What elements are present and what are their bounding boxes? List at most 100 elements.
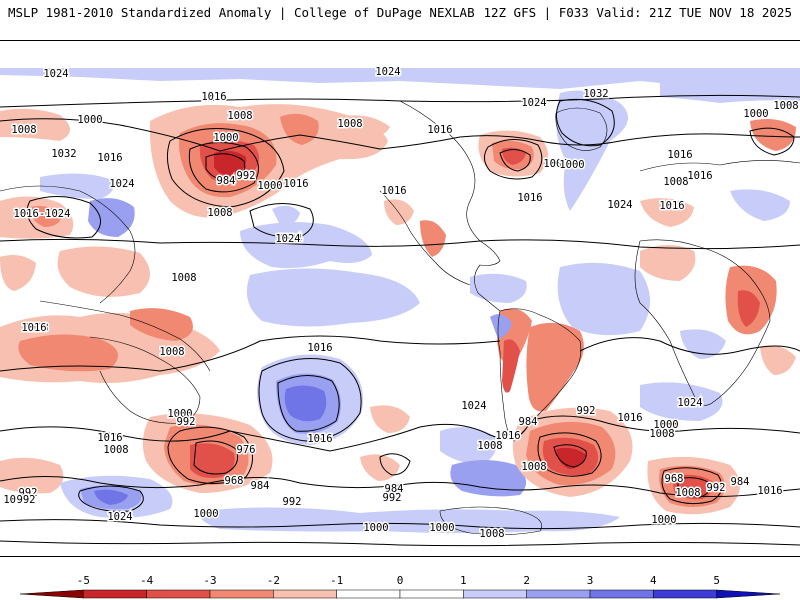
isobar bbox=[0, 475, 800, 498]
isobar-label: 1008 bbox=[773, 100, 798, 112]
isobar-label: 1016 bbox=[667, 149, 692, 161]
colorbar-swatch bbox=[19, 589, 84, 599]
isobar-label: 1008 bbox=[337, 118, 362, 130]
map-panel: 1024 1024 1016 1008 1000 1008 1000 992 984 1000 10… bbox=[0, 40, 800, 557]
coastline bbox=[555, 107, 608, 151]
anomaly-region bbox=[280, 113, 319, 145]
isobar-lines bbox=[0, 94, 800, 547]
isobar-label: 1008 bbox=[171, 272, 196, 284]
isobar-label: 1016 bbox=[495, 430, 520, 442]
anomaly-region bbox=[94, 489, 128, 505]
anomaly-region bbox=[640, 382, 723, 421]
anomaly-region bbox=[730, 189, 790, 221]
colorbar-scale: -5 -4 -3 -2 -1 0 1 2 3 4 5 bbox=[19, 574, 781, 599]
isobar bbox=[749, 127, 795, 156]
isobar-label: 1024 bbox=[677, 397, 702, 409]
isobar bbox=[167, 426, 253, 484]
isobar-label: 1016 bbox=[307, 342, 332, 354]
anomaly-region bbox=[490, 314, 512, 339]
isobar bbox=[556, 98, 615, 147]
anomaly-region bbox=[420, 220, 446, 257]
anomaly-region bbox=[502, 147, 526, 165]
isobar-label: 992 bbox=[177, 416, 196, 428]
isobar-label: 968 bbox=[225, 475, 244, 487]
isobar-label: 1032 bbox=[583, 88, 608, 100]
isobar-label: 1000 bbox=[257, 180, 282, 192]
colorbar-swatch bbox=[399, 589, 464, 599]
anomaly-region bbox=[370, 405, 410, 433]
isobar-label: 992 bbox=[383, 492, 402, 504]
isobar bbox=[0, 118, 800, 152]
isobar bbox=[0, 335, 501, 372]
isobar-label: 1024 bbox=[375, 66, 400, 78]
isobar bbox=[0, 540, 800, 547]
colorbar-swatch bbox=[716, 589, 781, 599]
coastline bbox=[639, 160, 800, 172]
isobar-label: 1000 bbox=[363, 522, 388, 534]
anomaly-region bbox=[450, 460, 527, 497]
anomaly-region bbox=[18, 334, 119, 372]
isobar-label: 1032 bbox=[51, 148, 76, 160]
isobar-label: 1016 bbox=[381, 185, 406, 197]
isobar-label: 1008 bbox=[11, 124, 36, 136]
isobar-label: 1024 bbox=[521, 97, 546, 109]
colorbar-tick-label: 5 bbox=[713, 574, 720, 587]
anomaly-region bbox=[672, 474, 713, 500]
anomaly-region bbox=[556, 90, 628, 211]
anomaly-region bbox=[0, 68, 800, 89]
isobar-label: 1000 bbox=[743, 108, 768, 120]
anomaly-region bbox=[0, 255, 36, 291]
colorbar-swatch bbox=[209, 589, 274, 599]
anomaly-region bbox=[502, 339, 520, 393]
isobar-label: 1016 bbox=[427, 124, 452, 136]
isobar-label: 1016 bbox=[687, 170, 712, 182]
isobar bbox=[277, 375, 340, 432]
anomaly-region bbox=[0, 108, 70, 141]
colorbar-tick-label: 3 bbox=[587, 574, 594, 587]
isobar-label: 992 bbox=[19, 487, 38, 499]
isobar-label: 1000 bbox=[651, 514, 676, 526]
isobar-label: 1008 bbox=[663, 176, 688, 188]
isobar-label: 1008 bbox=[521, 461, 546, 473]
colorbar-tick-label: -3 bbox=[203, 574, 216, 587]
isobar bbox=[379, 453, 411, 476]
anomaly-region bbox=[130, 308, 193, 341]
isobar-label: 1016 bbox=[517, 192, 542, 204]
isobar bbox=[677, 477, 711, 498]
isobar-label: 1024 bbox=[43, 68, 68, 80]
anomaly-region bbox=[384, 199, 414, 225]
isobar-label: 1016 bbox=[659, 200, 684, 212]
isobar bbox=[166, 128, 285, 208]
anomaly-region bbox=[272, 205, 300, 226]
colorbar-swatches bbox=[19, 589, 781, 599]
colorbar-tick-label: 2 bbox=[523, 574, 530, 587]
anomaly-region bbox=[30, 206, 62, 227]
anomaly-region bbox=[246, 268, 420, 327]
isobar bbox=[26, 196, 101, 239]
anomaly-region bbox=[40, 173, 114, 199]
coastline bbox=[39, 300, 211, 372]
isobar-label: 1000 bbox=[213, 132, 238, 144]
isobar-label: 992 bbox=[17, 494, 36, 506]
anomaly-region bbox=[526, 322, 584, 412]
isobar-label: 1000 bbox=[77, 114, 102, 126]
isobar-label: 1016-1024 bbox=[14, 208, 71, 220]
isobar-label: 1000 bbox=[167, 408, 192, 420]
isobar bbox=[0, 94, 800, 108]
colorbar-swatch bbox=[463, 589, 527, 599]
isobar-label: 984 bbox=[251, 480, 270, 492]
isobar-label: 1024 bbox=[275, 233, 300, 245]
isobar-label: 1008 bbox=[675, 487, 700, 499]
isobar-label: 984 bbox=[385, 483, 404, 495]
isobar-label: 1016 bbox=[21, 322, 46, 334]
isobar-label: 1008 bbox=[23, 322, 48, 334]
anomaly-region bbox=[440, 427, 497, 465]
anomaly-region bbox=[0, 457, 64, 494]
map-title: MSLP 1981-2010 Standardized Anomaly | Co… bbox=[8, 5, 475, 20]
isobar-label: 1016 bbox=[201, 91, 226, 103]
isobar-label: 1024 bbox=[461, 400, 486, 412]
isobar bbox=[0, 519, 800, 530]
isobar-label: 984 bbox=[731, 476, 750, 488]
anomaly-region bbox=[750, 119, 796, 151]
